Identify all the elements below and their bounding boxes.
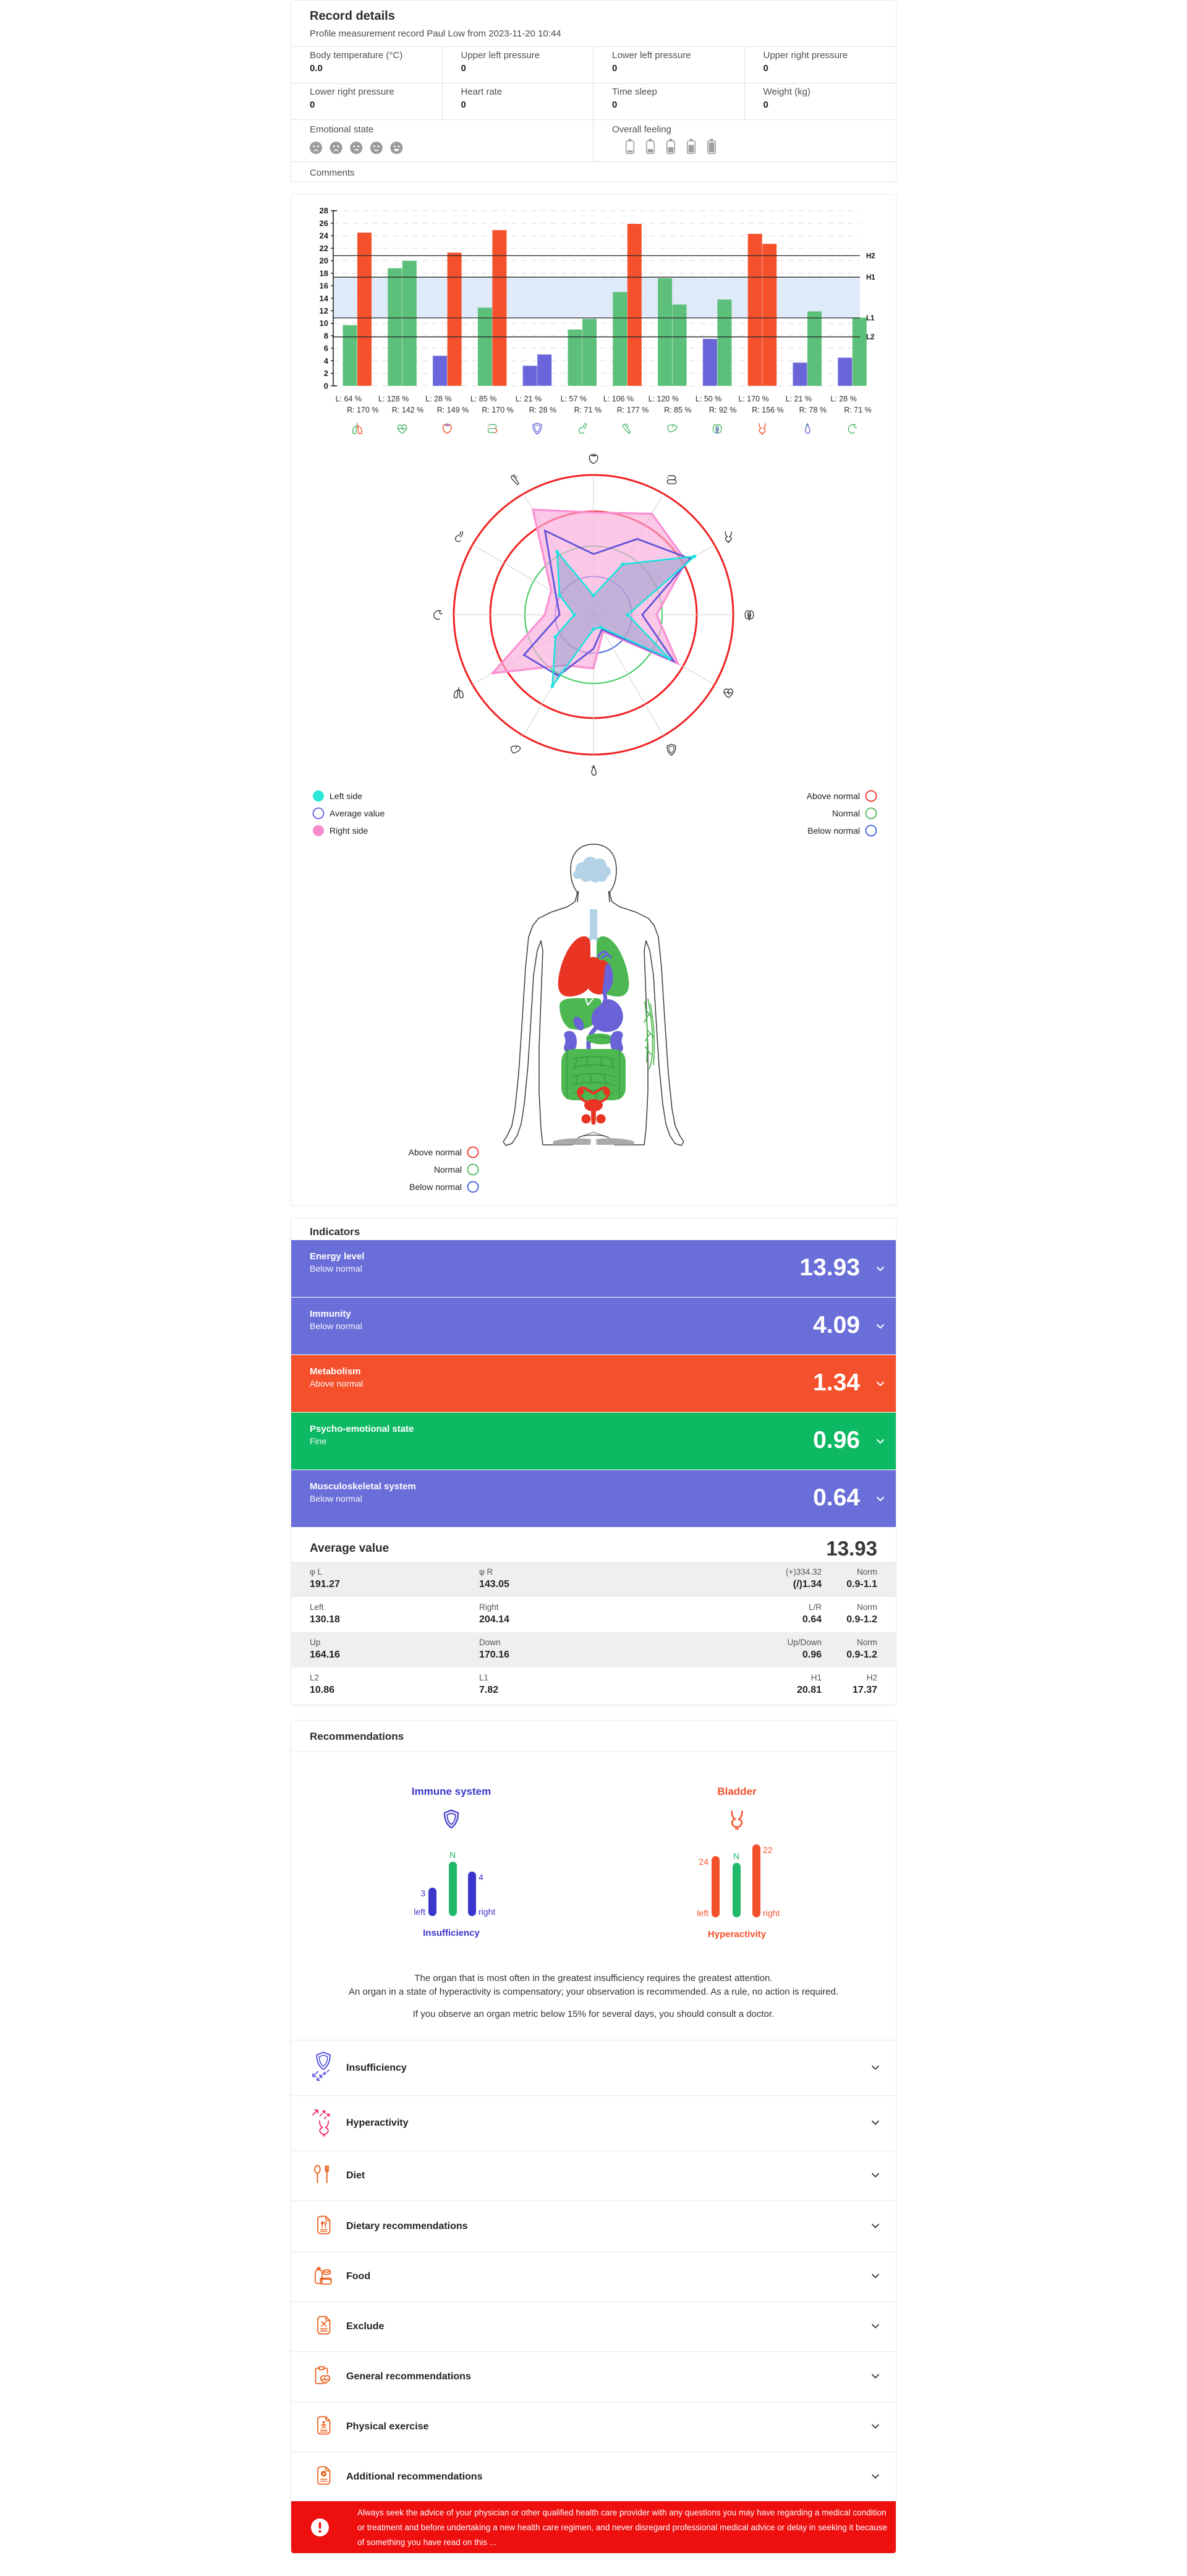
svg-text:L: 128 %: L: 128 % bbox=[378, 395, 409, 403]
svg-text:3: 3 bbox=[420, 1888, 425, 1898]
svg-text:L: 28 %: L: 28 % bbox=[425, 395, 451, 403]
svg-text:20: 20 bbox=[320, 256, 328, 265]
svg-text:R: 85 %: R: 85 % bbox=[664, 406, 691, 414]
svg-text:R: 149 %: R: 149 % bbox=[437, 406, 469, 414]
svg-text:R: 71 %: R: 71 % bbox=[574, 406, 602, 414]
svg-text:2: 2 bbox=[324, 369, 328, 378]
svg-text:L2: L2 bbox=[866, 334, 874, 341]
svg-text:L: 170 %: L: 170 % bbox=[738, 395, 768, 403]
svg-text:22: 22 bbox=[320, 244, 328, 253]
svg-text:24: 24 bbox=[699, 1857, 708, 1867]
svg-text:right: right bbox=[479, 1907, 495, 1917]
svg-text:26: 26 bbox=[320, 218, 328, 228]
svg-text:4: 4 bbox=[479, 1872, 483, 1882]
svg-text:left: left bbox=[697, 1908, 708, 1918]
svg-text:R: 92 %: R: 92 % bbox=[709, 406, 736, 414]
svg-text:N: N bbox=[733, 1851, 739, 1861]
svg-text:16: 16 bbox=[320, 281, 328, 291]
svg-text:R: 78 %: R: 78 % bbox=[799, 406, 827, 414]
svg-text:right: right bbox=[763, 1908, 780, 1918]
svg-text:R: 170 %: R: 170 % bbox=[482, 406, 513, 414]
svg-text:L: 85 %: L: 85 % bbox=[470, 395, 496, 403]
svg-text:L: 28 %: L: 28 % bbox=[830, 395, 856, 403]
svg-text:R: 170 %: R: 170 % bbox=[347, 406, 378, 414]
svg-text:10: 10 bbox=[320, 319, 328, 328]
svg-text:12: 12 bbox=[320, 306, 328, 315]
svg-text:L: 106 %: L: 106 % bbox=[603, 395, 634, 403]
svg-text:L: 21 %: L: 21 % bbox=[516, 395, 542, 403]
svg-text:24: 24 bbox=[320, 231, 329, 241]
svg-text:L: 21 %: L: 21 % bbox=[786, 395, 812, 403]
svg-text:28: 28 bbox=[320, 206, 328, 215]
svg-text:R: 142 %: R: 142 % bbox=[392, 406, 423, 414]
svg-text:6: 6 bbox=[324, 344, 328, 353]
svg-text:N: N bbox=[449, 1850, 456, 1860]
svg-text:4: 4 bbox=[324, 356, 329, 366]
svg-text:L: 64 %: L: 64 % bbox=[336, 395, 362, 403]
svg-text:18: 18 bbox=[320, 268, 328, 278]
svg-text:8: 8 bbox=[324, 331, 328, 340]
svg-text:L: 50 %: L: 50 % bbox=[696, 395, 721, 403]
svg-text:R: 156 %: R: 156 % bbox=[752, 406, 783, 414]
svg-text:R: 177 %: R: 177 % bbox=[617, 406, 649, 414]
svg-text:H1: H1 bbox=[866, 274, 875, 281]
svg-text:H2: H2 bbox=[866, 252, 875, 260]
svg-text:R: 71 %: R: 71 % bbox=[844, 406, 871, 414]
svg-text:22: 22 bbox=[763, 1845, 773, 1855]
svg-text:L1: L1 bbox=[866, 315, 875, 322]
svg-text:L: 120 %: L: 120 % bbox=[649, 395, 679, 403]
svg-text:R: 28 %: R: 28 % bbox=[529, 406, 556, 414]
svg-text:L: 57 %: L: 57 % bbox=[561, 395, 587, 403]
svg-text:left: left bbox=[414, 1907, 425, 1917]
svg-text:14: 14 bbox=[320, 294, 329, 303]
svg-text:0: 0 bbox=[324, 381, 328, 390]
